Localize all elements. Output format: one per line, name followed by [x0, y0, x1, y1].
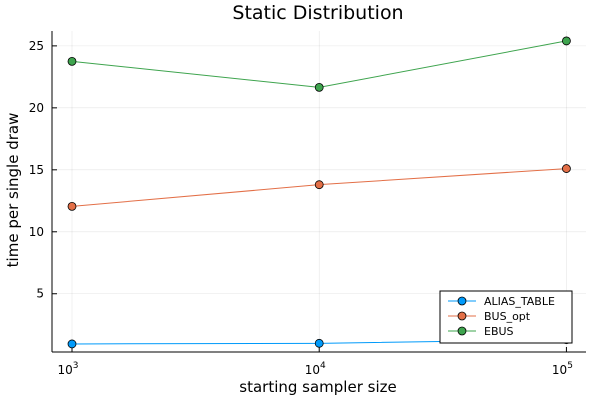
legend: ALIAS_TABLE BUS_opt EBUS	[439, 290, 573, 344]
data-point	[562, 36, 571, 46]
data-point	[67, 201, 77, 211]
x-axis-label: starting sampler size	[239, 378, 396, 396]
x-tick-label: 104	[305, 361, 326, 377]
legend-marker	[457, 296, 467, 306]
legend-marker	[457, 326, 467, 336]
legend-label: EBUS	[484, 325, 514, 338]
y-tick-label: 10	[29, 225, 44, 239]
data-point	[314, 82, 324, 92]
x-tick-exponent: 5	[567, 361, 573, 371]
x-tick-base: 10	[57, 363, 72, 377]
legend-label: BUS_opt	[484, 310, 531, 323]
y-tick-label: 15	[29, 163, 44, 177]
chart-title: Static Distribution	[232, 2, 403, 24]
x-tick-label: 105	[552, 361, 573, 377]
legend-marker	[457, 311, 467, 321]
data-point	[314, 180, 324, 190]
legend-label: ALIAS_TABLE	[484, 295, 555, 308]
data-point	[67, 339, 77, 349]
data-point	[314, 338, 324, 348]
x-tick-label: 103	[57, 361, 78, 377]
y-tick-label: 25	[29, 39, 44, 53]
y-tick-label: 5	[36, 287, 44, 301]
x-tick-base: 10	[305, 363, 320, 377]
x-tick-exponent: 4	[320, 361, 326, 371]
x-tick-exponent: 3	[73, 361, 79, 371]
data-point	[562, 164, 571, 173]
data-point	[67, 56, 77, 66]
y-axis-label: time per single draw	[4, 113, 22, 268]
x-tick-base: 10	[552, 363, 567, 377]
grid	[52, 31, 586, 352]
y-tick-label: 20	[29, 101, 44, 115]
